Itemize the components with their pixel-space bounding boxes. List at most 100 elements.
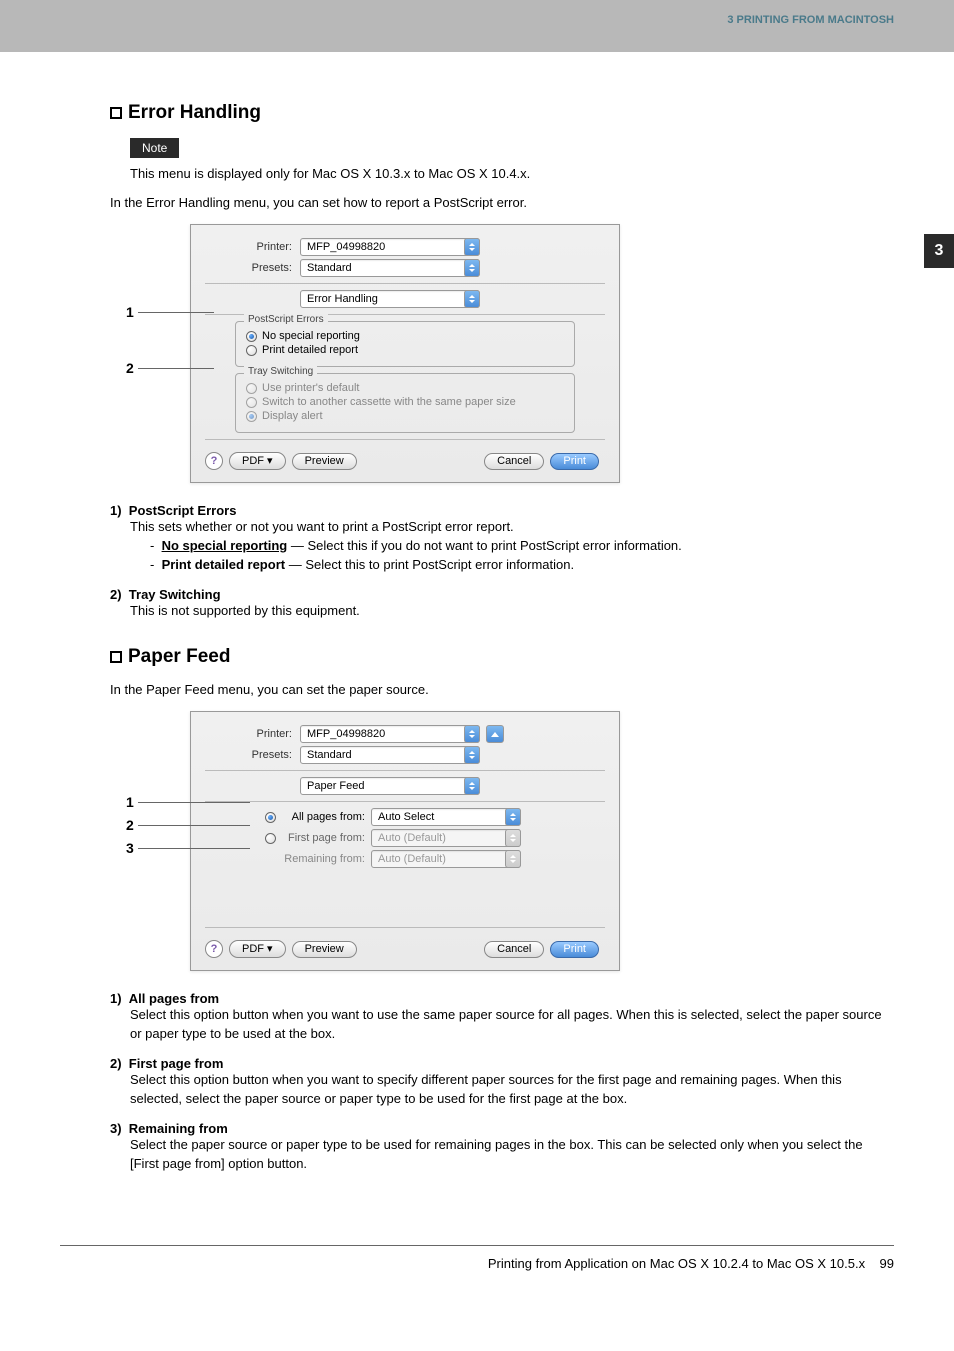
item-body: Select this option button when you want … — [130, 1071, 894, 1109]
radio-no-special-reporting[interactable]: No special reporting — [246, 330, 564, 342]
item-title: All pages from — [129, 991, 219, 1006]
dialog-button-row: ? PDF ▾ Preview Cancel Print — [205, 446, 605, 472]
item-body: Select the paper source or paper type to… — [130, 1136, 894, 1174]
radio-icon — [246, 345, 257, 356]
help-button[interactable]: ? — [205, 940, 223, 958]
radio-icon — [246, 383, 257, 394]
paper-feed-descriptions: 1) All pages from Select this option but… — [110, 991, 894, 1173]
sub-text: — Select this if you do not want to prin… — [287, 538, 682, 553]
select-arrows-icon — [464, 259, 480, 277]
select-arrows-icon — [464, 777, 480, 795]
all-pages-select[interactable]: Auto Select — [371, 808, 521, 826]
item-title: PostScript Errors — [129, 503, 237, 518]
menu-select[interactable]: Paper Feed — [300, 777, 480, 795]
print- button[interactable]: Print — [550, 941, 599, 958]
callout-1: 1 — [126, 304, 134, 320]
item-num: 1) — [110, 503, 122, 518]
menu-value: Paper Feed — [307, 780, 364, 792]
radio-label: Print detailed report — [262, 344, 358, 356]
select-arrows-icon — [464, 725, 480, 743]
callout-line — [138, 825, 250, 826]
select-arrows-icon — [505, 850, 521, 868]
print-button[interactable]: Print — [550, 453, 599, 470]
item-body: This sets whether or not you want to pri… — [130, 518, 894, 575]
radio-first-page[interactable] — [265, 833, 276, 844]
first-page-value: Auto (Default) — [378, 832, 446, 844]
bullet-icon — [110, 651, 122, 663]
radio-label: Use printer's default — [262, 382, 359, 394]
callout-2: 2 — [126, 360, 134, 376]
page-number: 99 — [880, 1256, 894, 1271]
paper-feed-dialog-wrapper: 1 2 3 Printer: MFP_04998820 Presets: Sta… — [130, 711, 894, 971]
list-item: 2) First page from Select this option bu… — [110, 1056, 894, 1109]
radio-icon — [246, 397, 257, 408]
remaining-value: Auto (Default) — [378, 853, 446, 865]
radio-all-pages[interactable] — [265, 812, 276, 823]
preview-button[interactable]: Preview — [292, 453, 357, 470]
first-page-select: Auto (Default) — [371, 829, 521, 847]
section-title-text: Error Handling — [128, 102, 261, 123]
radio-print-detailed-report[interactable]: Print detailed report — [246, 344, 564, 356]
note-badge: Note — [130, 138, 179, 158]
list-item: 2) Tray Switching This is not supported … — [110, 587, 894, 621]
item-line: This sets whether or not you want to pri… — [130, 518, 894, 537]
note-text: This menu is displayed only for Mac OS X… — [130, 166, 894, 181]
pdf-button[interactable]: PDF ▾ — [229, 940, 286, 958]
help-button[interactable]: ? — [205, 452, 223, 470]
item-num: 2) — [110, 1056, 122, 1071]
page-content: Error Handling Note This menu is display… — [0, 52, 954, 1205]
section-error-handling-title: Error Handling — [110, 102, 894, 124]
callout-line — [138, 368, 214, 369]
menu-select[interactable]: Error Handling — [300, 290, 480, 308]
item-num: 1) — [110, 991, 122, 1006]
section-paper-feed-title: Paper Feed — [110, 646, 894, 668]
item-num: 3) — [110, 1121, 122, 1136]
sub-text: — Select this to print PostScript error … — [285, 557, 574, 572]
postscript-errors-legend: PostScript Errors — [244, 314, 328, 325]
presets-label: Presets: — [205, 262, 300, 274]
printer-select[interactable]: MFP_04998820 — [300, 725, 480, 743]
radio-use-printers-default: Use printer's default — [246, 382, 564, 394]
pdf-button[interactable]: PDF ▾ — [229, 452, 286, 470]
select-arrows-icon — [505, 808, 521, 826]
list-item: 1) PostScript Errors This sets whether o… — [110, 503, 894, 575]
radio-label: Switch to another cassette with the same… — [262, 396, 516, 408]
tray-switching-group: Tray Switching Use printer's default Swi… — [235, 373, 575, 433]
section-title-text: Paper Feed — [128, 646, 230, 667]
printer-select[interactable]: MFP_04998820 — [300, 238, 480, 256]
radio-display-alert: Display alert — [246, 410, 564, 422]
select-arrows-icon — [505, 829, 521, 847]
paper-feed-dialog: Printer: MFP_04998820 Presets: Standard … — [190, 711, 620, 971]
item-num: 2) — [110, 587, 122, 602]
item-title: Tray Switching — [129, 587, 221, 602]
preview-button[interactable]: Preview — [292, 941, 357, 958]
error-handling-dialog: Printer: MFP_04998820 Presets: Standard … — [190, 224, 620, 483]
presets-value: Standard — [307, 749, 352, 761]
chapter-title: 3 PRINTING FROM MACINTOSH — [727, 14, 894, 26]
expand-button[interactable] — [486, 725, 504, 743]
radio-icon — [246, 331, 257, 342]
sub-label: No special reporting — [162, 538, 288, 553]
item-title: First page from — [129, 1056, 224, 1071]
presets-value: Standard — [307, 262, 352, 274]
all-pages-label: All pages from: — [281, 811, 371, 823]
select-arrows-icon — [464, 746, 480, 764]
printer-label: Printer: — [205, 241, 300, 253]
presets-label: Presets: — [205, 749, 300, 761]
select-arrows-icon — [464, 238, 480, 256]
radio-switch-cassette: Switch to another cassette with the same… — [246, 396, 564, 408]
list-item: 3) Remaining from Select the paper sourc… — [110, 1121, 894, 1174]
page-footer: Printing from Application on Mac OS X 10… — [60, 1245, 894, 1271]
item-body: This is not supported by this equipment. — [130, 602, 894, 621]
cancel-button[interactable]: Cancel — [484, 453, 544, 470]
remaining-label: Remaining from: — [281, 853, 371, 865]
menu-value: Error Handling — [307, 293, 378, 305]
bullet-icon — [110, 107, 122, 119]
tray-switching-legend: Tray Switching — [244, 366, 317, 377]
presets-select[interactable]: Standard — [300, 259, 480, 277]
remaining-select: Auto (Default) — [371, 850, 521, 868]
printer-label: Printer: — [205, 728, 300, 740]
cancel-button[interactable]: Cancel — [484, 941, 544, 958]
presets-select[interactable]: Standard — [300, 746, 480, 764]
printer-value: MFP_04998820 — [307, 728, 385, 740]
